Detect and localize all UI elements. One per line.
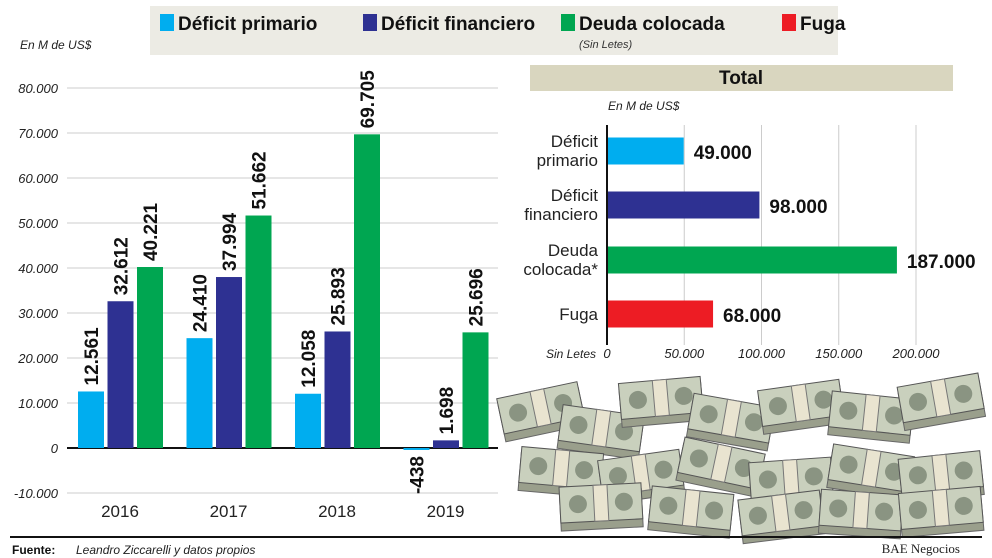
y-tick-label: -10.000 [14,486,59,501]
x-tick-label: 2016 [101,502,139,521]
money-stack [826,443,916,501]
money-stack [827,390,915,444]
brand-name: BAE Negocios [882,541,960,556]
bar-value-label: 37.994 [220,212,241,271]
y-tick-label: 20.000 [17,351,59,366]
bar [295,393,321,448]
bar-value-label: 25.696 [467,268,488,326]
bar [324,331,351,448]
bar-value-label: -438 [408,456,429,494]
legend-swatch [782,14,796,31]
category-label: colocada* [523,260,598,279]
bar-value-label: 12.561 [82,327,103,386]
money-stack [896,372,987,432]
category-label: Déficit [551,186,599,205]
bar [216,277,242,448]
category-label: Fuga [559,305,598,324]
y-tick-label: 70.000 [18,126,59,141]
bar [403,448,430,450]
bar-value-label: 51.662 [250,151,271,209]
legend-swatch [363,14,377,31]
bar-value-label: 24.410 [191,274,212,332]
bar [433,440,459,448]
right-chart: 0 50.000 100.000 150.000 200.000 Sin Letes 49.… [523,125,976,361]
bar [245,215,272,448]
money-stack [617,375,705,428]
y-tick-label: 0 [51,441,59,456]
legend-label: Déficit financiero [381,14,535,35]
bar [107,301,134,448]
x-tick-label: 2019 [427,502,465,521]
x-tick-label: 2018 [318,502,356,521]
x-tick-label: 0 [603,346,611,361]
x-tick-label: 150.000 [815,346,863,361]
left-chart: -10.000 0 10.000 20.000 30.000 40.000 50.000 60… [14,70,498,521]
bar-value-label: 40.221 [141,202,162,261]
bar [462,332,489,448]
money-stack [558,482,644,532]
x-tick-label: 200.000 [892,346,941,361]
y-tick-label: 60.000 [18,171,59,186]
bar [137,267,163,448]
bar-value-label: 187.000 [907,252,976,273]
bar [608,300,714,328]
money-stack [817,488,904,540]
bar [608,191,760,219]
source-label: Fuente: [12,543,55,557]
source-text: Leandro Ziccarelli y datos propios [76,543,255,557]
bar-value-label: 49.000 [694,143,752,164]
legend-label: Déficit primario [178,14,317,35]
bar-value-label: 69.705 [358,70,379,129]
bar-value-label: 1.698 [437,387,458,435]
bar-value-label: 12.058 [299,330,320,388]
footnote-label: Sin Letes [546,347,596,361]
legend-note: (Sin Letes) [579,39,633,51]
x-tick-label: 100.000 [738,346,786,361]
left-chart-unit-label: En M de US$ [20,38,92,52]
x-tick-label: 50.000 [664,346,705,361]
legend-swatch [160,14,174,31]
bar-value-label: 98.000 [769,197,827,218]
bar [78,391,104,448]
y-tick-label: 80.000 [18,81,59,96]
money-stack [757,378,846,435]
y-tick-label: 10.000 [18,396,59,411]
total-header-background [530,65,953,91]
bar [608,246,897,274]
money-stack [685,392,776,452]
bar [354,134,380,448]
bar-value-label: 68.000 [723,306,781,327]
money-stack [647,485,735,539]
y-tick-label: 50.000 [18,216,59,231]
x-tick-label: 2017 [210,502,248,521]
category-label: Déficit [551,132,599,151]
bar-value-label: 32.612 [112,237,133,295]
money-stack [737,489,826,545]
y-tick-label: 30.000 [18,306,59,321]
category-label: primario [537,151,598,170]
category-label: Deuda [548,241,599,260]
total-title: Total [719,68,763,89]
legend-background [150,6,838,55]
category-label: financiero [524,205,598,224]
money-stack [897,485,985,538]
legend-swatch [561,14,575,31]
bar-value-label: 25.893 [329,267,350,325]
money-stacks-image [496,372,987,545]
right-chart-unit-label: En M de US$ [608,99,680,113]
legend-label: Deuda colocada [579,14,725,35]
legend-label: Fuga [800,14,846,35]
legend: Déficit primario Déficit financiero Deuda … [160,14,846,51]
bar [608,137,684,165]
y-tick-label: 40.000 [18,261,59,276]
bar [186,338,213,448]
